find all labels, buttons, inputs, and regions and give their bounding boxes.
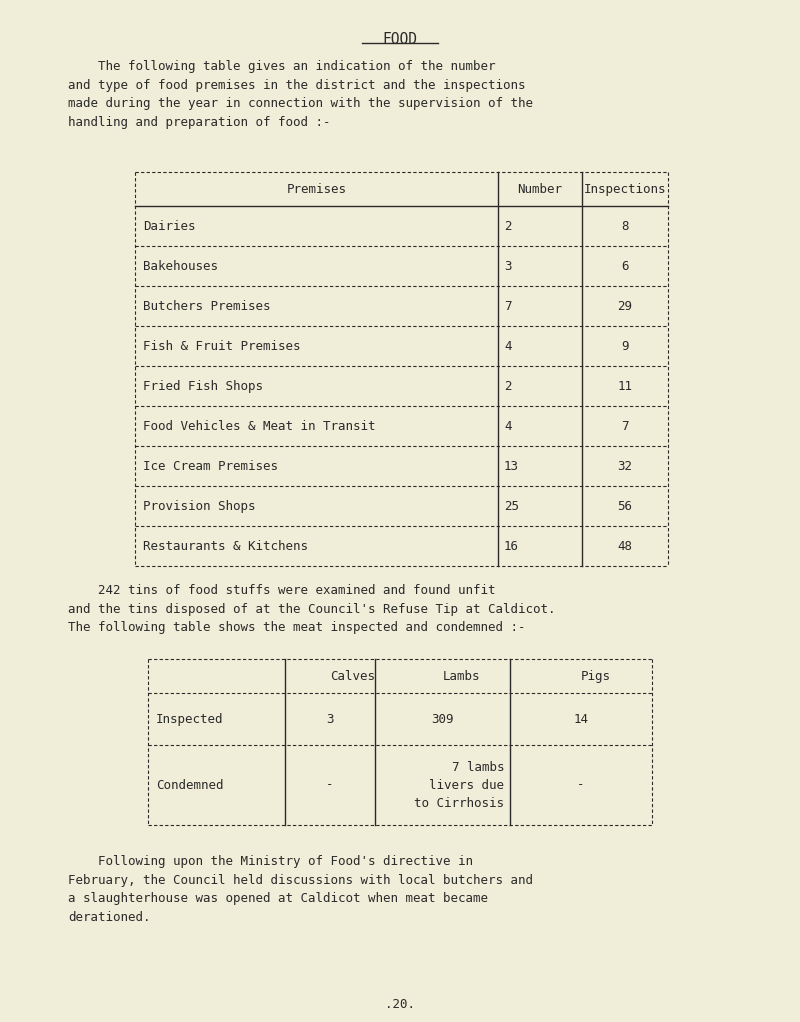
Text: Dairies: Dairies [143, 220, 195, 232]
Text: 56: 56 [618, 500, 633, 512]
Text: 3: 3 [326, 712, 334, 726]
Text: The following table gives an indication of the number
and type of food premises : The following table gives an indication … [68, 60, 533, 129]
Text: Ice Cream Premises: Ice Cream Premises [143, 460, 278, 472]
Text: Fish & Fruit Premises: Fish & Fruit Premises [143, 339, 301, 353]
Text: 32: 32 [618, 460, 633, 472]
Text: 16: 16 [504, 540, 519, 553]
Text: 13: 13 [504, 460, 519, 472]
Text: 8: 8 [622, 220, 629, 232]
Text: Calves: Calves [330, 669, 375, 683]
Text: Number: Number [518, 183, 562, 195]
Text: 3: 3 [504, 260, 511, 273]
Text: 7: 7 [504, 299, 511, 313]
Text: 9: 9 [622, 339, 629, 353]
Text: Inspected: Inspected [156, 712, 223, 726]
Text: Pigs: Pigs [581, 669, 611, 683]
Text: 2: 2 [504, 220, 511, 232]
Text: 25: 25 [504, 500, 519, 512]
Text: 4: 4 [504, 339, 511, 353]
Text: 7: 7 [622, 419, 629, 432]
Text: Provision Shops: Provision Shops [143, 500, 255, 512]
Text: 242 tins of food stuffs were examined and found unfit
and the tins disposed of a: 242 tins of food stuffs were examined an… [68, 584, 555, 634]
Text: .20.: .20. [385, 998, 415, 1011]
Text: 14: 14 [574, 712, 589, 726]
Text: Restaurants & Kitchens: Restaurants & Kitchens [143, 540, 308, 553]
Text: Bakehouses: Bakehouses [143, 260, 218, 273]
Text: Premises: Premises [286, 183, 346, 195]
Text: Following upon the Ministry of Food's directive in
February, the Council held di: Following upon the Ministry of Food's di… [68, 855, 533, 924]
Text: 29: 29 [618, 299, 633, 313]
Text: 6: 6 [622, 260, 629, 273]
Text: -: - [578, 779, 585, 791]
Text: Inspections: Inspections [584, 183, 666, 195]
Text: Food Vehicles & Meat in Transit: Food Vehicles & Meat in Transit [143, 419, 375, 432]
Text: 4: 4 [504, 419, 511, 432]
Text: Condemned: Condemned [156, 779, 223, 791]
Text: -: - [326, 779, 334, 791]
Text: 48: 48 [618, 540, 633, 553]
Text: 309: 309 [431, 712, 454, 726]
Text: 7 lambs
livers due
to Cirrhosis: 7 lambs livers due to Cirrhosis [414, 760, 504, 809]
Text: Lambs: Lambs [442, 669, 480, 683]
Text: 11: 11 [618, 379, 633, 392]
Text: FOOD: FOOD [382, 32, 418, 47]
Text: 2: 2 [504, 379, 511, 392]
Text: Butchers Premises: Butchers Premises [143, 299, 270, 313]
Text: Fried Fish Shops: Fried Fish Shops [143, 379, 263, 392]
